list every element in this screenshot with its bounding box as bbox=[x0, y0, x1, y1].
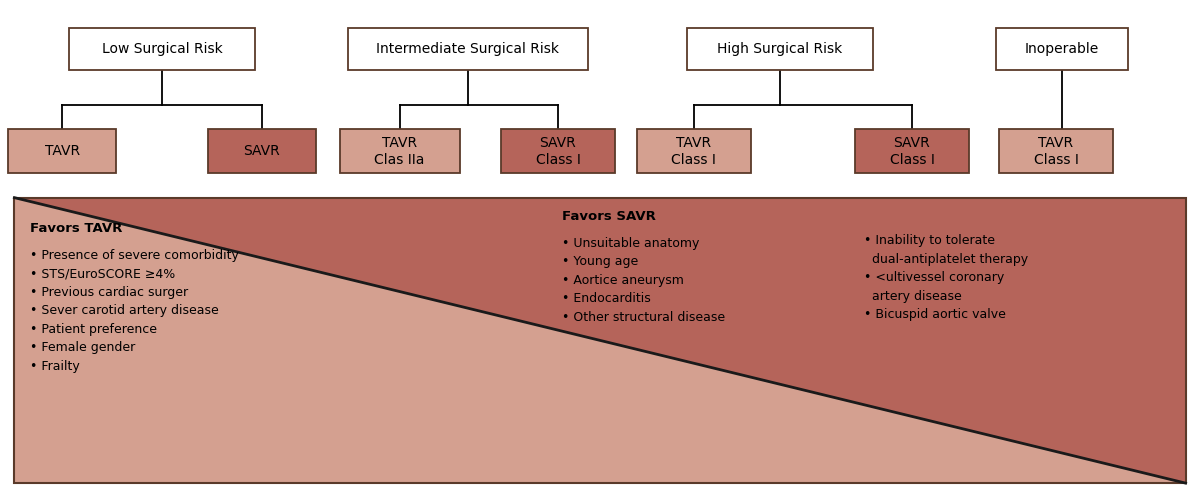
Text: Favors SAVR: Favors SAVR bbox=[562, 210, 655, 223]
Text: Low Surgical Risk: Low Surgical Risk bbox=[102, 42, 222, 56]
FancyBboxPatch shape bbox=[636, 129, 751, 173]
FancyBboxPatch shape bbox=[208, 129, 316, 173]
Text: Inoperable: Inoperable bbox=[1025, 42, 1099, 56]
Text: Favors TAVR: Favors TAVR bbox=[30, 222, 122, 235]
Text: TAVR
Clas IIa: TAVR Clas IIa bbox=[374, 136, 425, 167]
Text: TAVR
Class I: TAVR Class I bbox=[1033, 136, 1079, 167]
Text: • Unsuitable anatomy
• Young age
• Aortice aneurysm
• Endocarditis
• Other struc: • Unsuitable anatomy • Young age • Aorti… bbox=[562, 237, 725, 324]
FancyBboxPatch shape bbox=[8, 129, 116, 173]
FancyBboxPatch shape bbox=[854, 129, 970, 173]
FancyBboxPatch shape bbox=[340, 129, 460, 173]
Polygon shape bbox=[14, 198, 1186, 483]
Text: • Inability to tolerate
  dual-antiplatelet therapy
• <ultivessel coronary
  art: • Inability to tolerate dual-antiplatele… bbox=[864, 234, 1028, 321]
Polygon shape bbox=[14, 198, 1186, 483]
FancyBboxPatch shape bbox=[996, 28, 1128, 69]
Text: TAVR
Class I: TAVR Class I bbox=[671, 136, 716, 167]
FancyBboxPatch shape bbox=[998, 129, 1114, 173]
FancyBboxPatch shape bbox=[348, 28, 588, 69]
Text: High Surgical Risk: High Surgical Risk bbox=[718, 42, 842, 56]
Text: SAVR
Class I: SAVR Class I bbox=[535, 136, 581, 167]
Text: SAVR
Class I: SAVR Class I bbox=[889, 136, 935, 167]
Text: SAVR: SAVR bbox=[244, 144, 280, 158]
Text: • Presence of severe comorbidity
• STS/EuroSCORE ≥4%
• Previous cardiac surger
•: • Presence of severe comorbidity • STS/E… bbox=[30, 249, 239, 373]
FancyBboxPatch shape bbox=[70, 28, 256, 69]
FancyBboxPatch shape bbox=[502, 129, 616, 173]
Text: TAVR: TAVR bbox=[44, 144, 80, 158]
Text: Intermediate Surgical Risk: Intermediate Surgical Risk bbox=[377, 42, 559, 56]
Bar bbox=[14, 198, 1186, 483]
FancyBboxPatch shape bbox=[686, 28, 874, 69]
